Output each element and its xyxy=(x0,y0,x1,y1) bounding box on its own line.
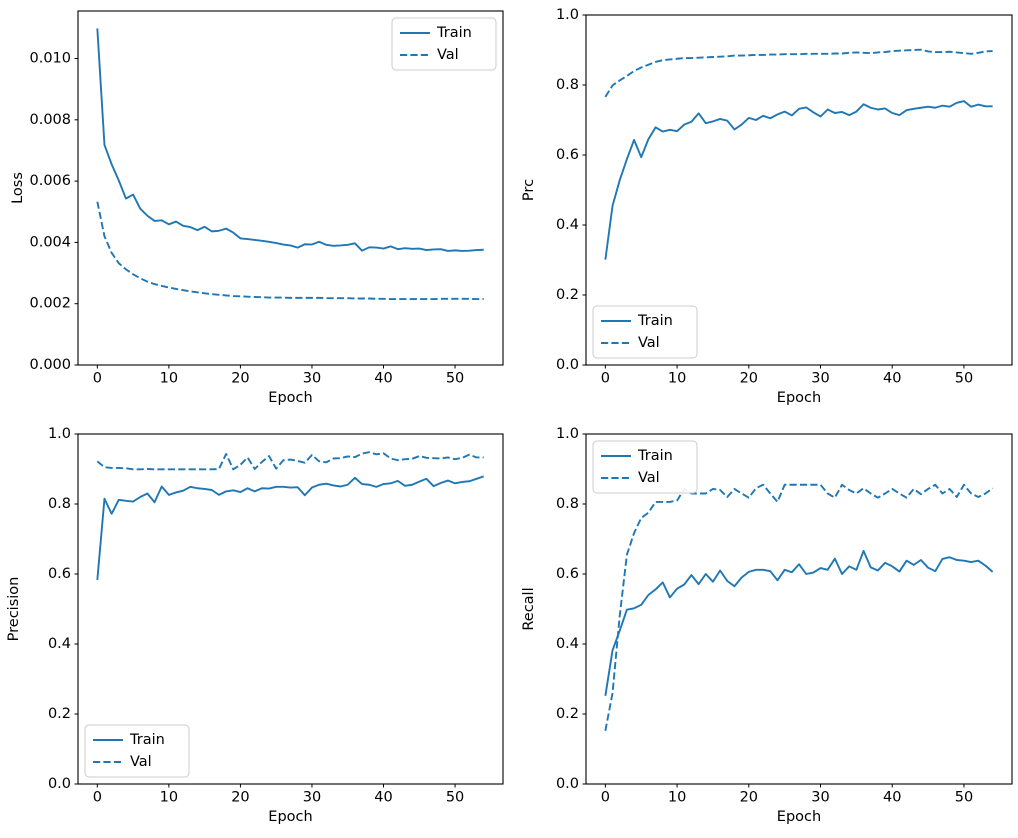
series-line-train xyxy=(604,100,993,260)
x-tick-label: 40 xyxy=(883,371,901,387)
legend-label-val: Val xyxy=(130,754,152,770)
legend-label-train: Train xyxy=(129,732,165,748)
x-tick-label: 50 xyxy=(446,371,464,387)
chart-panel-recall: 0.0 0.2 0.4 0.6 0.8 1.0 0 10 20 30 40 50 Epoch Recall… xyxy=(509,419,1018,838)
y-tick-label: 0.2 xyxy=(556,287,579,303)
y-tick-label: 0.006 xyxy=(29,173,71,189)
x-tick-label: 50 xyxy=(446,790,464,806)
y-axis-label: Loss xyxy=(10,172,26,204)
x-tick-label: 30 xyxy=(811,790,829,806)
y-tick-label: 0.004 xyxy=(29,234,71,250)
y-tick-label: 0.0 xyxy=(48,776,71,792)
y-tick-label: 1.0 xyxy=(556,7,579,23)
legend: Train Val xyxy=(592,305,698,359)
x-tick-label: 30 xyxy=(303,790,321,806)
y-tick-label: 0.2 xyxy=(48,706,71,722)
x-tick-label: 10 xyxy=(160,790,178,806)
x-tick-label: 10 xyxy=(668,371,686,387)
y-axis-label: Recall xyxy=(521,587,537,630)
chart-panel-prc: 0.0 0.2 0.4 0.6 0.8 1.0 0 10 20 30 40 50 Epoch Prc Tra… xyxy=(509,0,1018,419)
series-line-val xyxy=(96,201,484,301)
y-tick-label: 0.002 xyxy=(29,296,71,312)
x-tick-label: 20 xyxy=(231,790,249,806)
axes-frame xyxy=(77,10,504,366)
x-tick-label: 10 xyxy=(668,790,686,806)
legend-label-val: Val xyxy=(638,335,660,351)
y-axis-label: Precision xyxy=(6,577,22,642)
x-axis-label: Epoch xyxy=(268,809,312,825)
x-tick-label: 0 xyxy=(93,790,102,806)
y-tick-label: 1.0 xyxy=(556,426,579,442)
legend: Train Val xyxy=(391,17,497,71)
x-tick-label: 20 xyxy=(231,371,249,387)
x-tick-label: 30 xyxy=(303,371,321,387)
legend-box xyxy=(592,440,698,494)
y-tick-label: 0.4 xyxy=(556,217,579,233)
x-tick-label: 50 xyxy=(955,790,973,806)
x-tick-label: 40 xyxy=(374,790,392,806)
y-tick-label: 0.000 xyxy=(29,357,71,373)
series-line-val xyxy=(604,483,994,731)
y-axis-label: Prc xyxy=(521,179,537,201)
x-tick-label: 10 xyxy=(160,371,178,387)
legend-label-val: Val xyxy=(437,47,459,63)
y-tick-label: 0.4 xyxy=(556,636,579,652)
axes-frame xyxy=(585,433,1013,785)
legend-label-train: Train xyxy=(436,25,472,41)
y-tick-label: 0.010 xyxy=(29,51,71,67)
axes-frame xyxy=(585,14,1013,366)
legend-box xyxy=(391,17,497,71)
x-tick-label: 30 xyxy=(811,371,829,387)
legend: Train Val xyxy=(84,724,190,778)
chart-panel-precision: 0.0 0.2 0.4 0.6 0.8 1.0 0 10 20 30 40 50 Epoch Precis… xyxy=(0,419,509,838)
x-tick-label: 40 xyxy=(883,790,901,806)
y-tick-label: 0.8 xyxy=(556,496,579,512)
legend-box xyxy=(84,724,190,778)
series-line-train xyxy=(604,549,994,696)
y-tick-label: 0.6 xyxy=(556,566,579,582)
y-tick-label: 0.8 xyxy=(48,496,71,512)
y-tick-label: 0.0 xyxy=(556,776,579,792)
y-tick-label: 0.4 xyxy=(48,636,71,652)
x-tick-label: 20 xyxy=(740,371,758,387)
legend-label-train: Train xyxy=(637,448,673,464)
legend-label-train: Train xyxy=(637,313,673,329)
chart-panel-loss: 0.000 0.002 0.004 0.006 0.008 0.010 0 10 20 30 40 5… xyxy=(0,0,509,419)
series-line-train xyxy=(96,28,484,252)
y-tick-label: 0.6 xyxy=(556,147,579,163)
legend-label-val: Val xyxy=(638,470,660,486)
x-tick-label: 0 xyxy=(601,371,610,387)
x-axis-label: Epoch xyxy=(777,809,821,825)
x-axis-label: Epoch xyxy=(268,390,312,406)
x-axis-label: Epoch xyxy=(777,390,821,406)
legend-box xyxy=(592,305,698,359)
y-tick-label: 0.8 xyxy=(556,77,579,93)
axes-frame xyxy=(77,433,504,785)
legend: Train Val xyxy=(592,440,698,494)
series-line-train xyxy=(96,475,484,581)
y-tick-label: 1.0 xyxy=(48,426,71,442)
y-tick-label: 0.0 xyxy=(556,357,579,373)
x-tick-label: 0 xyxy=(601,790,610,806)
x-tick-label: 20 xyxy=(740,790,758,806)
x-tick-label: 40 xyxy=(374,371,392,387)
series-line-val xyxy=(604,48,993,98)
y-tick-label: 0.008 xyxy=(29,112,71,128)
y-tick-label: 0.6 xyxy=(48,566,71,582)
series-line-val xyxy=(96,451,484,471)
y-tick-label: 0.2 xyxy=(556,706,579,722)
x-tick-label: 0 xyxy=(93,371,102,387)
x-tick-label: 50 xyxy=(955,371,973,387)
